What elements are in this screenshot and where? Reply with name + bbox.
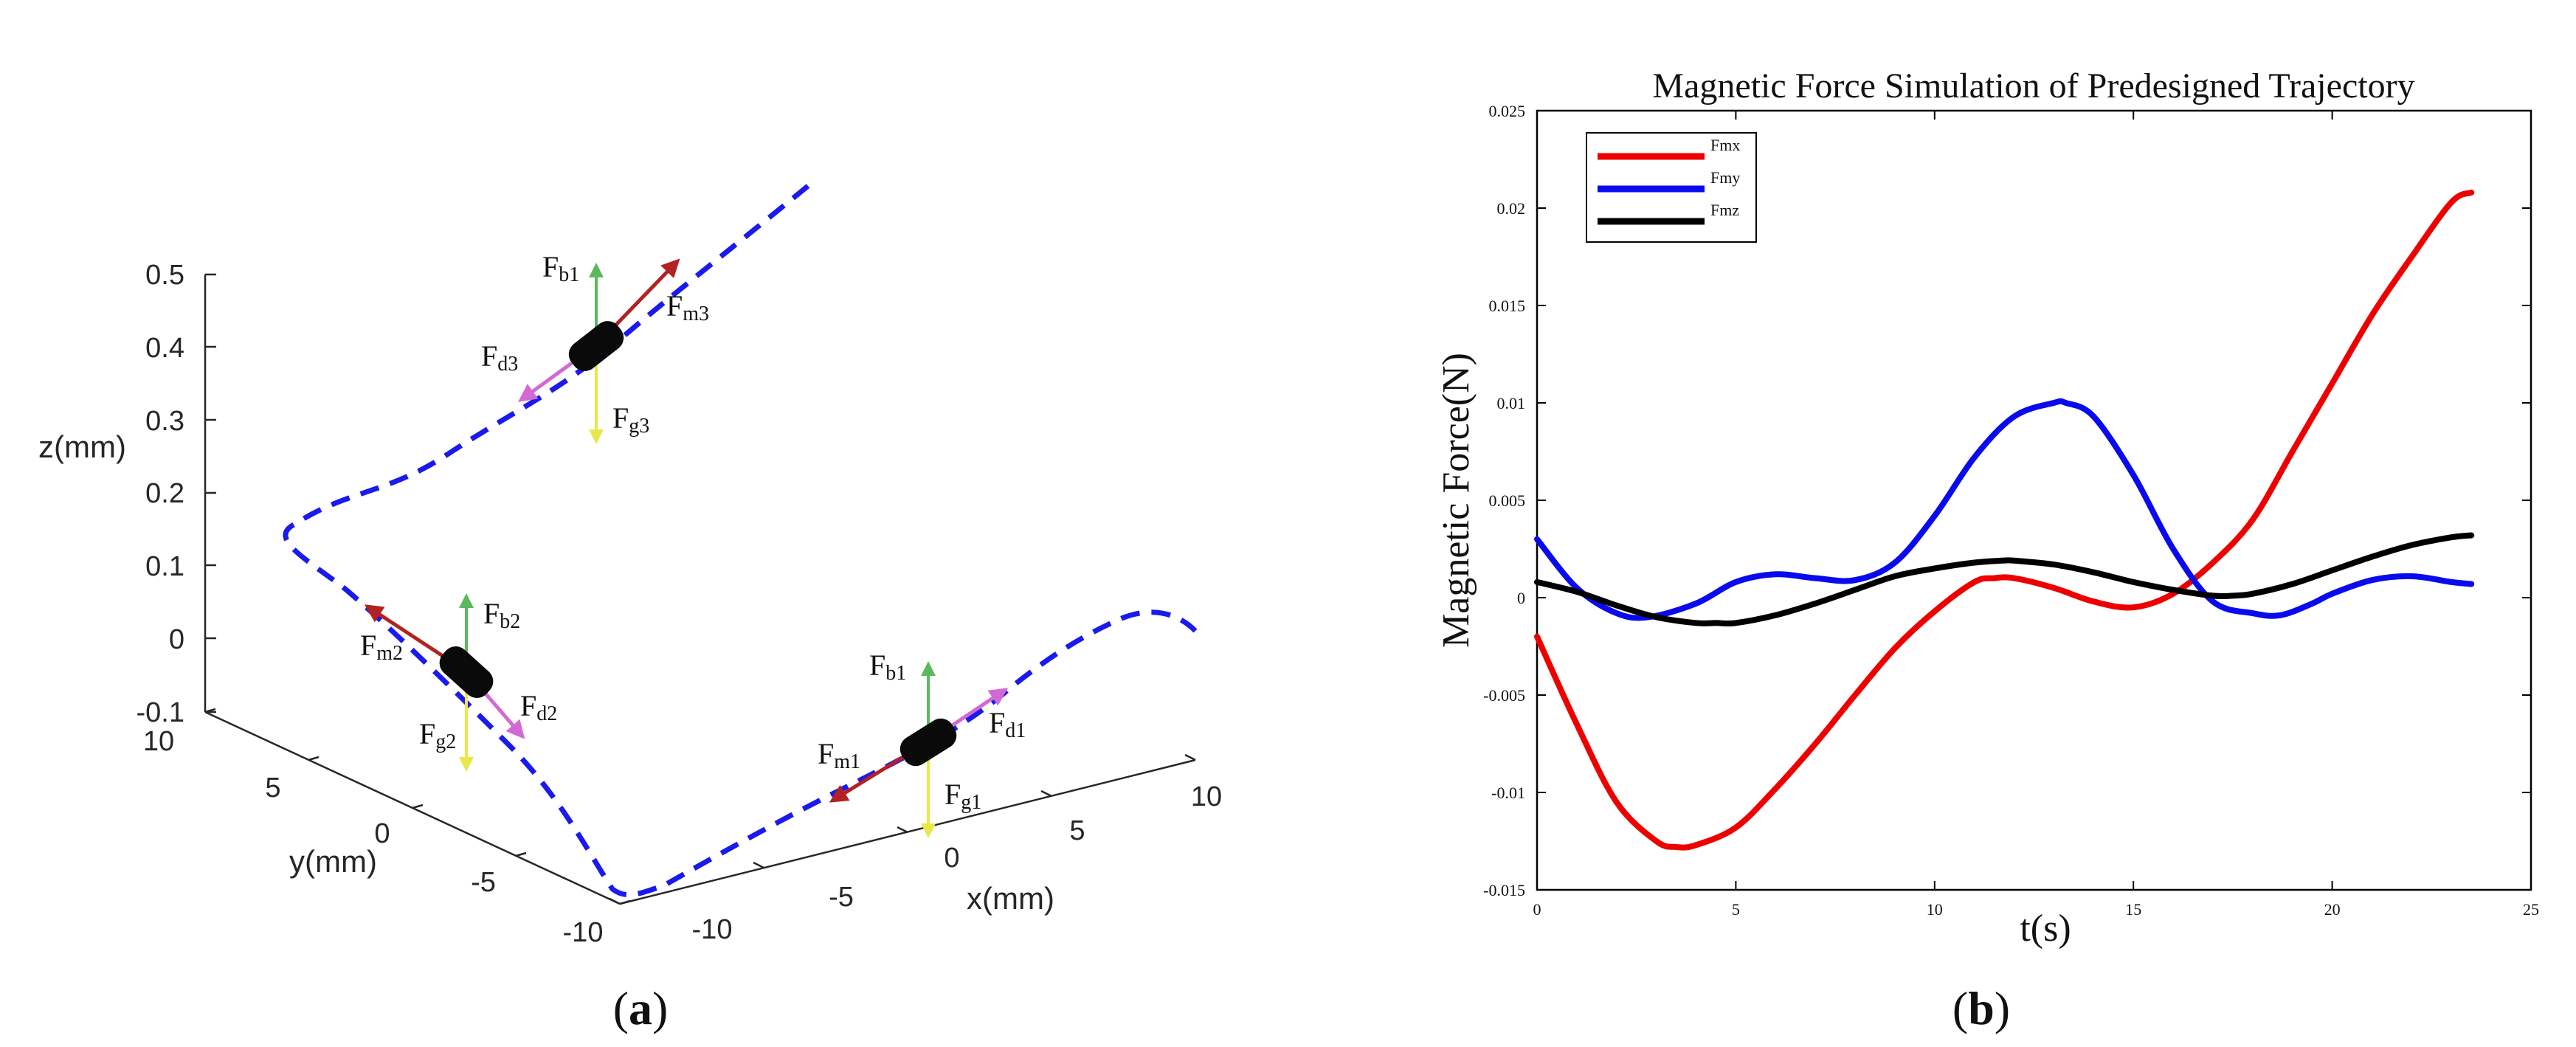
x-tick-label: 10 bbox=[1191, 781, 1222, 812]
y-tick-label: 0.01 bbox=[1497, 394, 1526, 412]
panel-a-label: (a) bbox=[613, 982, 669, 1034]
y-axis-label: y(mm) bbox=[289, 844, 377, 879]
x-tick-label: 0 bbox=[944, 843, 959, 874]
series-lines bbox=[1534, 189, 2475, 851]
capsule-1-label-b: Fb1 bbox=[869, 649, 906, 685]
capsule-2-body bbox=[439, 646, 494, 698]
chart-title: Magnetic Force Simulation of Predesigned… bbox=[1652, 66, 2414, 106]
y-tick-label: 0.015 bbox=[1489, 297, 1526, 315]
x-tick-label: 15 bbox=[2125, 900, 2141, 919]
y-tick-label: 5 bbox=[265, 773, 280, 804]
x-ticks: 0 5 10 15 20 25 bbox=[1533, 111, 2539, 919]
legend-label-fmy: Fmy bbox=[1710, 168, 1740, 187]
x-tick-label: 0 bbox=[1533, 900, 1541, 919]
y-tick-label: 0.025 bbox=[1489, 102, 1526, 120]
z-tick-label: 0.1 bbox=[145, 551, 184, 582]
y-tick-mark bbox=[412, 804, 424, 809]
x-tick-label: -10 bbox=[692, 914, 733, 945]
capsule-3-group: Fb1 Fm3 Fd3 Fg3 bbox=[481, 250, 709, 444]
z-tick-label: 0.4 bbox=[145, 333, 184, 364]
y-tick-mark bbox=[204, 708, 216, 713]
x-tick-label: 5 bbox=[1732, 900, 1740, 919]
x-tick-mark bbox=[897, 826, 908, 834]
y-tick-mark bbox=[515, 851, 527, 857]
z-tick-label: 0.3 bbox=[145, 406, 184, 437]
y-axis-label: Magnetic Force(N) bbox=[1435, 353, 1477, 648]
capsule-3-body bbox=[568, 321, 624, 371]
x-tick-label: 5 bbox=[1069, 815, 1085, 846]
capsule-3-label-b: Fb1 bbox=[542, 250, 579, 286]
z-tick-label: 0 bbox=[169, 624, 184, 655]
panel-a: 0.5 0.4 0.3 0.2 0.1 0 -0.1 z(mm) 10 5 0 … bbox=[38, 184, 1223, 1034]
x-tick-label: 10 bbox=[1927, 900, 1943, 919]
capsule-3-label-d: Fd3 bbox=[481, 339, 518, 376]
legend-label-fmx: Fmx bbox=[1710, 136, 1740, 154]
y-tick-label: 10 bbox=[143, 726, 174, 757]
capsule-2-label-g: Fg2 bbox=[419, 717, 456, 753]
y-tick-mark bbox=[308, 756, 320, 761]
capsule-2-label-d: Fd2 bbox=[520, 689, 557, 725]
capsule-3-label-m: Fm3 bbox=[666, 289, 709, 325]
y-tick-label: -5 bbox=[471, 867, 496, 898]
z-tick-labels: 0.5 0.4 0.3 0.2 0.1 0 -0.1 bbox=[137, 260, 184, 728]
panel-b-label: (b) bbox=[1952, 982, 2010, 1034]
y-tick-mark bbox=[619, 899, 631, 905]
x-tick-label: 25 bbox=[2523, 900, 2539, 919]
y-tick-label: 0 bbox=[1517, 589, 1525, 607]
y-ticks: -0.015 -0.01 -0.005 0 0.005 0.01 0.015 0.02 0.02… bbox=[1483, 102, 2531, 899]
series-line-fmz bbox=[1534, 532, 2475, 627]
z-tick-label: -0.1 bbox=[137, 697, 184, 728]
capsule-1-label-d: Fd1 bbox=[989, 706, 1026, 742]
x-axis-label: t(s) bbox=[2020, 908, 2071, 950]
legend-label-fmz: Fmz bbox=[1710, 201, 1739, 219]
capsule-1-body bbox=[899, 718, 957, 767]
series-line-fmy bbox=[1534, 398, 2475, 621]
capsule-2-label-b: Fb2 bbox=[483, 597, 520, 633]
x-tick-mark bbox=[753, 861, 764, 869]
capsule-2-group: Fb2 Fm2 Fd2 Fg2 bbox=[360, 593, 557, 772]
x-tick-labels: -10 -5 0 5 10 bbox=[692, 781, 1223, 945]
x-axis-label: x(mm) bbox=[967, 881, 1054, 916]
z-tick-label: 0.2 bbox=[145, 478, 184, 509]
x-tick-mark bbox=[1184, 753, 1196, 761]
y-tick-label: -10 bbox=[563, 917, 604, 948]
trajectory-path bbox=[283, 184, 1198, 898]
legend: Fmx Fmy Fmz bbox=[1586, 132, 1757, 243]
panel-b-chart: -0.015 -0.01 -0.005 0 0.005 0.01 0.015 0.02 0.02… bbox=[1435, 66, 2539, 1034]
y-tick-label: -0.015 bbox=[1483, 881, 1525, 899]
capsule-1-label-m: Fm1 bbox=[818, 737, 860, 773]
capsule-1-label-g: Fg1 bbox=[945, 778, 981, 814]
x-tick-mark bbox=[609, 897, 621, 905]
y-tick-label: -0.01 bbox=[1491, 784, 1525, 802]
y-tick-label: 0.005 bbox=[1489, 491, 1526, 510]
capsule-1-group: Fb1 Fm1 Fd1 Fg1 bbox=[818, 649, 1026, 838]
x-tick-mark bbox=[1040, 789, 1052, 798]
series-line-fmx bbox=[1534, 189, 2475, 851]
capsule-2-label-m: Fm2 bbox=[360, 629, 403, 665]
y-tick-label: 0.02 bbox=[1497, 199, 1526, 218]
z-tick-label: 0.5 bbox=[145, 260, 184, 291]
x-tick-label: -5 bbox=[829, 882, 854, 913]
z-axis-label: z(mm) bbox=[38, 429, 126, 464]
y-tick-label: 0 bbox=[374, 818, 390, 849]
x-tick-label: 20 bbox=[2324, 900, 2341, 919]
capsule-3-label-g: Fg3 bbox=[612, 401, 649, 438]
y-tick-labels: 10 5 0 -5 -10 bbox=[143, 726, 604, 948]
y-tick-label: -0.005 bbox=[1483, 686, 1525, 705]
panel-a-axes bbox=[204, 273, 1196, 905]
